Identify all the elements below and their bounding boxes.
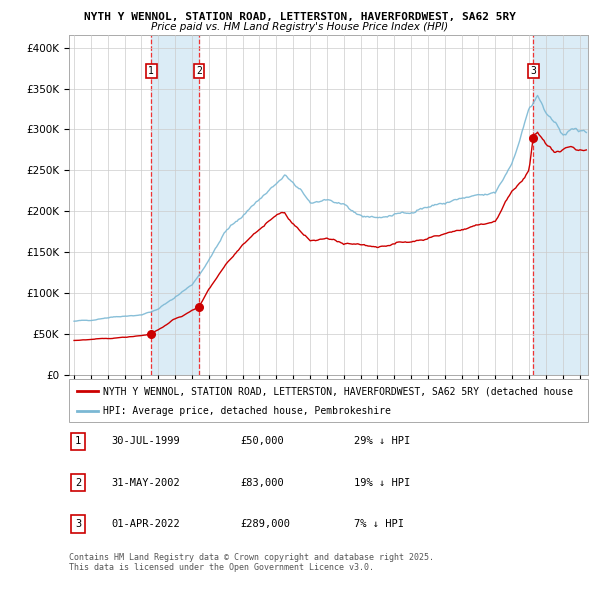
Text: 3: 3 <box>75 519 81 529</box>
Text: Contains HM Land Registry data © Crown copyright and database right 2025.: Contains HM Land Registry data © Crown c… <box>69 553 434 562</box>
FancyBboxPatch shape <box>69 379 588 422</box>
Bar <box>151 35 199 375</box>
Text: 30-JUL-1999: 30-JUL-1999 <box>111 437 180 446</box>
Text: 31-MAY-2002: 31-MAY-2002 <box>111 478 180 487</box>
Text: £289,000: £289,000 <box>240 519 290 529</box>
Text: £83,000: £83,000 <box>240 478 284 487</box>
Text: 1: 1 <box>75 437 81 446</box>
Text: 1: 1 <box>148 66 154 76</box>
Bar <box>533 35 588 375</box>
Text: 2: 2 <box>75 478 81 487</box>
Text: 01-APR-2022: 01-APR-2022 <box>111 519 180 529</box>
Text: This data is licensed under the Open Government Licence v3.0.: This data is licensed under the Open Gov… <box>69 563 374 572</box>
Text: £50,000: £50,000 <box>240 437 284 446</box>
Text: Price paid vs. HM Land Registry's House Price Index (HPI): Price paid vs. HM Land Registry's House … <box>151 22 449 32</box>
Text: 2: 2 <box>196 66 202 76</box>
Text: 7% ↓ HPI: 7% ↓ HPI <box>354 519 404 529</box>
Text: 19% ↓ HPI: 19% ↓ HPI <box>354 478 410 487</box>
Text: 3: 3 <box>530 66 536 76</box>
Text: 29% ↓ HPI: 29% ↓ HPI <box>354 437 410 446</box>
Text: HPI: Average price, detached house, Pembrokeshire: HPI: Average price, detached house, Pemb… <box>103 407 391 416</box>
Text: NYTH Y WENNOL, STATION ROAD, LETTERSTON, HAVERFORDWEST, SA62 5RY (detached house: NYTH Y WENNOL, STATION ROAD, LETTERSTON,… <box>103 386 573 396</box>
Text: NYTH Y WENNOL, STATION ROAD, LETTERSTON, HAVERFORDWEST, SA62 5RY: NYTH Y WENNOL, STATION ROAD, LETTERSTON,… <box>84 12 516 22</box>
